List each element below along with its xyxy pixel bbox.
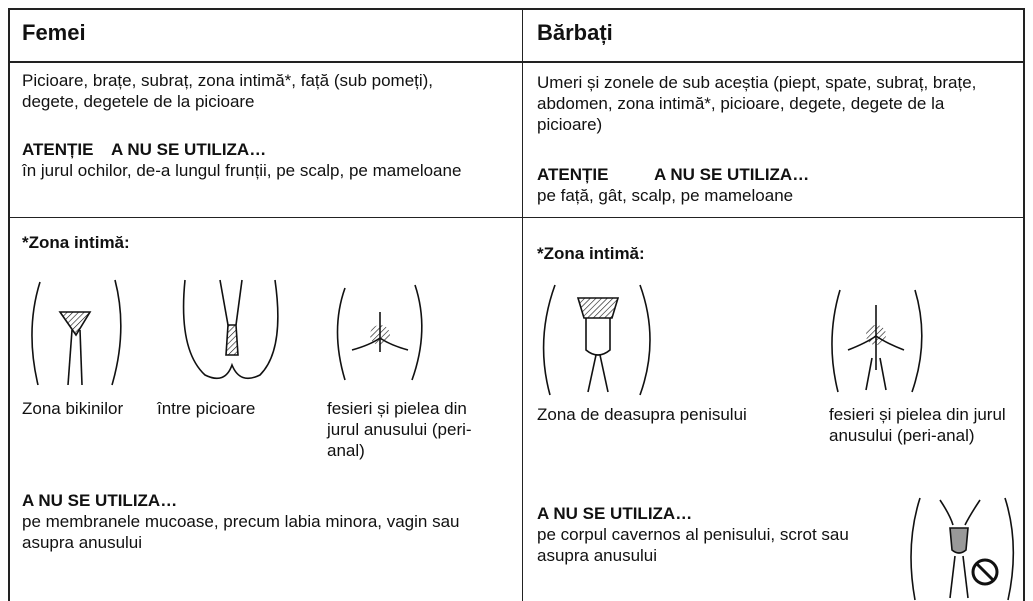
warning-label: ATENȚIE <box>537 165 609 184</box>
restriction-title: A NU SE UTILIZA… <box>537 504 693 523</box>
figure-bikini <box>31 279 122 386</box>
border <box>8 217 1025 218</box>
caption: între picioare <box>157 399 256 418</box>
figure-peri-anal-m <box>831 289 923 393</box>
caption: fesieri și pielea din jurul anusului (pe… <box>327 399 472 460</box>
border <box>8 8 10 601</box>
caption: Zona bikinilor <box>22 399 124 418</box>
border <box>1023 8 1025 601</box>
heading: Femei <box>22 20 86 45</box>
warning-text: pe față, gât, scalp, pe mameloane <box>537 186 794 205</box>
warning-title: A NU SE UTILIZA… <box>654 165 810 184</box>
warning-title: A NU SE UTILIZA… <box>111 140 267 159</box>
heading: Bărbați <box>537 20 613 45</box>
restriction-text: pe corpul cavernos al penisului, scrot s… <box>537 525 849 565</box>
areas: Picioare, brațe, subraț, zona intimă*, f… <box>22 71 434 111</box>
areas: Umeri și zonele de sub aceștia (piept, s… <box>537 73 977 134</box>
intimate-title: *Zona intimă: <box>22 233 130 252</box>
figure-above-penis <box>542 284 651 396</box>
restriction-text: pe membranele mucoase, precum labia mino… <box>22 512 460 552</box>
caption: Zona de deasupra penisului <box>537 405 747 424</box>
border <box>522 8 523 601</box>
restriction-title: A NU SE UTILIZA… <box>22 491 178 510</box>
intimate-title: *Zona intimă: <box>537 244 645 263</box>
figure-peri-anal-f <box>336 284 423 381</box>
warning-text: în jurul ochilor, de-a lungul frunții, p… <box>22 161 462 180</box>
figure-between-legs <box>182 279 279 380</box>
warning-label: ATENȚIE <box>22 140 94 159</box>
border <box>8 61 1025 63</box>
caption: fesieri și pielea din jurul anusului (pe… <box>829 405 1006 445</box>
border <box>8 8 1025 10</box>
figure-prohibited <box>910 497 1015 601</box>
